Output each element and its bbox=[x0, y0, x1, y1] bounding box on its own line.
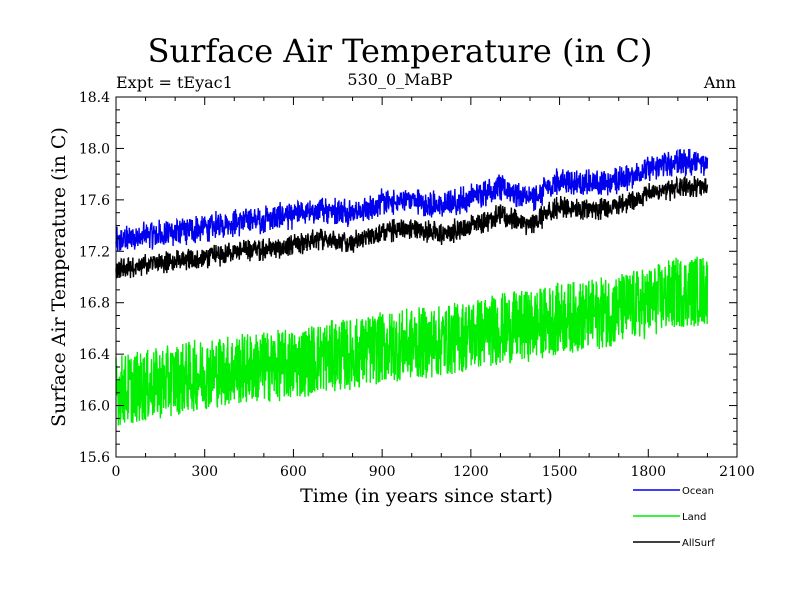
chart-title: Surface Air Temperature (in C) bbox=[147, 32, 653, 70]
y-tick-label: 18.4 bbox=[79, 90, 110, 106]
x-tick-label: 1200 bbox=[453, 464, 489, 480]
x-tick-label: 1800 bbox=[630, 464, 666, 480]
series-line-ocean bbox=[115, 148, 709, 252]
x-tick-label: 1500 bbox=[542, 464, 578, 480]
y-tick-label: 16.4 bbox=[79, 347, 110, 363]
y-tick-label: 18.0 bbox=[79, 141, 110, 157]
series-line-allsurf bbox=[115, 175, 709, 279]
y-tick-label: 17.6 bbox=[79, 193, 110, 209]
y-tick-label: 16.8 bbox=[79, 296, 110, 312]
legend-label-ocean: Ocean bbox=[682, 486, 714, 497]
x-tick-label: 300 bbox=[191, 464, 218, 480]
experiment-label: Expt = tEyac1 bbox=[116, 73, 233, 92]
legend: Ocean Land AllSurf bbox=[633, 486, 715, 549]
season-label: Ann bbox=[703, 73, 736, 92]
y-tick-label: 17.2 bbox=[79, 244, 110, 260]
y-axis-title: Surface Air Temperature (in C) bbox=[48, 127, 70, 427]
legend-label-land: Land bbox=[682, 512, 706, 523]
series-layer bbox=[115, 148, 709, 426]
legend-label-allsurf: AllSurf bbox=[682, 538, 715, 549]
ticks-layer: 0 300 600 900 1200 1500 1800 2100 15.6 16.0 16.4 16… bbox=[79, 90, 755, 480]
y-tick-label: 16.0 bbox=[79, 399, 110, 415]
x-tick-label: 2100 bbox=[719, 464, 755, 480]
series-line-land bbox=[115, 256, 709, 426]
y-tick-label: 15.6 bbox=[79, 450, 110, 466]
age-label: 530_0_MaBP bbox=[347, 70, 453, 89]
x-tick-label: 0 bbox=[112, 464, 121, 480]
x-tick-label: 600 bbox=[280, 464, 307, 480]
x-axis-title: Time (in years since start) bbox=[300, 485, 553, 507]
x-tick-label: 900 bbox=[369, 464, 396, 480]
